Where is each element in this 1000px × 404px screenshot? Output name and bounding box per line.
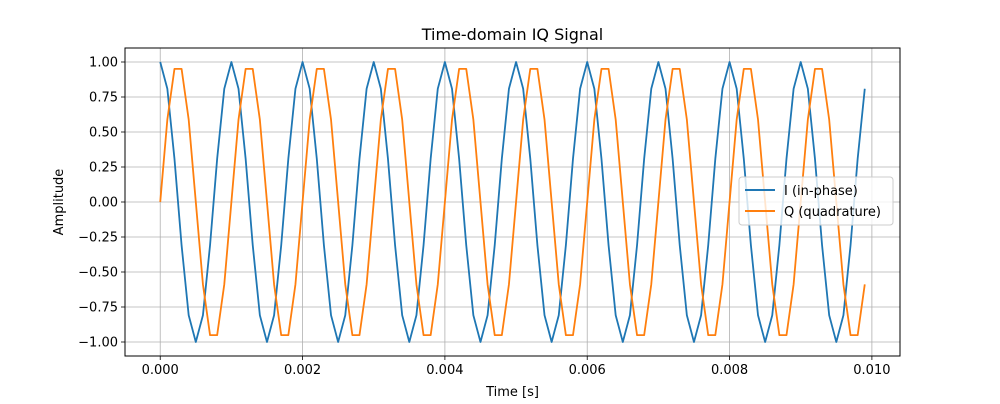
y-tick-label: −0.25 [78,231,118,246]
x-axis-label: Time [s] [485,385,539,400]
y-tick-label: −0.50 [78,266,118,281]
series-line-q [159,67,866,337]
x-tick-label: 0.010 [853,363,890,378]
legend-box [738,176,894,226]
x-axis-ticks: 0.000 0.002 0.004 0.006 0.008 0.010 [142,356,890,378]
y-tick-label: 0.50 [89,126,118,141]
x-tick-label: 0.000 [142,363,179,378]
x-tick-label: 0.004 [426,363,463,378]
legend-label-i: I (in-phase) [784,184,858,199]
legend-label-q: Q (quadrature) [784,205,881,220]
y-tick-label: 0.75 [89,91,118,106]
x-tick-label: 0.008 [711,363,748,378]
y-axis-label: Amplitude [52,169,67,236]
x-tick-label: 0.002 [284,363,321,378]
y-tick-label: 0.00 [89,196,118,211]
y-tick-label: −0.75 [78,301,118,316]
chart-title: Time-domain IQ Signal [421,25,603,44]
y-tick-label: 0.25 [89,161,118,176]
x-tick-label: 0.006 [569,363,606,378]
y-tick-label: −1.00 [78,336,118,351]
y-axis-ticks: −1.00 −0.75 −0.50 −0.25 0.00 0.25 0.50 0.75 1.00 [78,56,125,351]
legend: I (in-phase) Q (quadrature) [738,176,894,226]
y-tick-label: 1.00 [89,56,118,71]
